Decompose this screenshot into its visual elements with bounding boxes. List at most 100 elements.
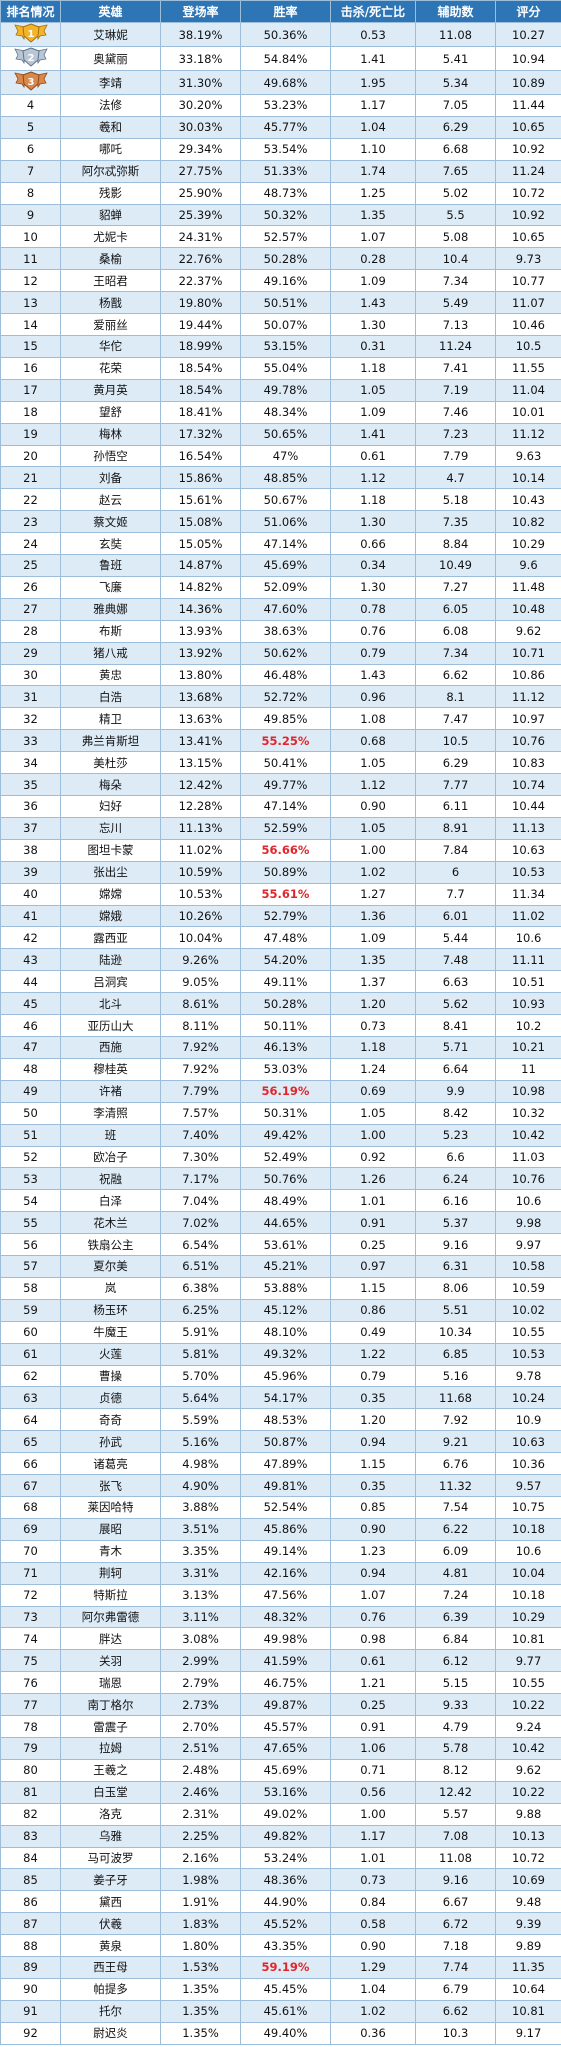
- assist-count: 5.34: [415, 70, 496, 95]
- assist-count: 6.29: [415, 115, 496, 139]
- win-rate: 49.85%: [240, 707, 331, 731]
- rank-cell: 8: [0, 181, 61, 205]
- kd-ratio: 0.35: [330, 1474, 416, 1497]
- assist-count: 6.62: [415, 663, 496, 687]
- win-rate: 45.45%: [240, 1977, 331, 2001]
- score: 10.22: [495, 1693, 561, 1717]
- score: 10.42: [495, 1736, 561, 1760]
- kd-ratio: 0.86: [330, 1298, 416, 1322]
- assist-count: 7.92: [415, 1408, 496, 1432]
- appear-rate: 9.05%: [160, 970, 241, 994]
- appear-rate: 2.48%: [160, 1758, 241, 1782]
- rank-cell: 62: [0, 1364, 61, 1388]
- win-rate: 41.59%: [240, 1649, 331, 1673]
- assist-count: 7.05: [415, 94, 496, 117]
- score: 10.83: [495, 751, 561, 775]
- appear-rate: 29.34%: [160, 137, 241, 161]
- score: 9.97: [495, 1233, 561, 1257]
- win-rate: 49.77%: [240, 773, 331, 796]
- appear-rate: 18.99%: [160, 334, 241, 358]
- win-rate: 49.02%: [240, 1802, 331, 1826]
- assist-count: 11.24: [415, 334, 496, 358]
- appear-rate: 11.02%: [160, 838, 241, 862]
- assist-count: 7.18: [415, 1934, 496, 1958]
- assist-count: 10.49: [415, 554, 496, 577]
- table-row: 74 胖达 3.08% 49.98% 0.98 6.84 10.81: [0, 1627, 561, 1651]
- hero-name: 拉姆: [60, 1736, 161, 1760]
- table-row: 5 羲和 30.03% 45.77% 1.04 6.29 10.65: [0, 115, 561, 139]
- kd-ratio: 1.06: [330, 1736, 416, 1760]
- win-rate: 50.32%: [240, 203, 331, 227]
- table-row: 42 露西亚 10.04% 47.48% 1.09 5.44 10.6: [0, 926, 561, 950]
- win-rate: 52.57%: [240, 225, 331, 249]
- rank-cell: 78: [0, 1715, 61, 1738]
- appear-rate: 2.46%: [160, 1780, 241, 1804]
- rank-cell: 73: [0, 1605, 61, 1629]
- assist-count: 7.24: [415, 1583, 496, 1607]
- hero-name: 伏羲: [60, 1912, 161, 1936]
- score: 10.92: [495, 203, 561, 227]
- table-row: 8 残影 25.90% 48.73% 1.25 5.02 10.72: [0, 181, 561, 205]
- score: 11.02: [495, 904, 561, 928]
- hero-name: 残影: [60, 181, 161, 205]
- kd-ratio: 1.18: [330, 356, 416, 380]
- score: 10.44: [495, 795, 561, 818]
- hero-name: 托尔: [60, 1999, 161, 2023]
- rank-cell: 27: [0, 597, 61, 621]
- assist-count: 7.7: [415, 882, 496, 906]
- appear-rate: 3.11%: [160, 1605, 241, 1629]
- assist-count: 8.84: [415, 532, 496, 556]
- kd-ratio: 1.18: [330, 488, 416, 512]
- score: 10.55: [495, 1320, 561, 1344]
- win-rate: 48.85%: [240, 466, 331, 490]
- hero-name: 雅典娜: [60, 597, 161, 621]
- assist-count: 6.05: [415, 597, 496, 621]
- table-row: 49 许褚 7.79% 56.19% 0.69 9.9 10.98: [0, 1079, 561, 1103]
- win-rate: 48.36%: [240, 1868, 331, 1892]
- score: 10.14: [495, 466, 561, 490]
- assist-count: 6.68: [415, 137, 496, 161]
- win-rate: 51.33%: [240, 159, 331, 183]
- assist-count: 9.33: [415, 1693, 496, 1717]
- kd-ratio: 1.07: [330, 225, 416, 249]
- table-row: 33 弗兰肯斯坦 13.41% 55.25% 0.68 10.5 10.76: [0, 729, 561, 753]
- kd-ratio: 1.24: [330, 1057, 416, 1081]
- assist-count: 11.08: [415, 1846, 496, 1870]
- rank-cell: 48: [0, 1057, 61, 1081]
- assist-count: 7.65: [415, 159, 496, 183]
- appear-rate: 15.08%: [160, 510, 241, 534]
- kd-ratio: 1.30: [330, 575, 416, 599]
- score: 10.63: [495, 1430, 561, 1454]
- table-row: 57 夏尔美 6.51% 45.21% 0.97 6.31 10.58: [0, 1255, 561, 1278]
- assist-count: 7.48: [415, 948, 496, 972]
- table-row: 61 火莲 5.81% 49.32% 1.22 6.85 10.53: [0, 1342, 561, 1366]
- score: 10.27: [495, 22, 561, 47]
- hero-name: 奥黛丽: [60, 46, 161, 71]
- assist-count: 8.12: [415, 1758, 496, 1782]
- header-rank: 排名情况: [0, 0, 61, 23]
- table-row: 30 黄忠 13.80% 46.48% 1.43 6.62 10.86: [0, 663, 561, 687]
- win-rate: 45.77%: [240, 115, 331, 139]
- table-row: 67 张飞 4.90% 49.81% 0.35 11.32 9.57: [0, 1474, 561, 1497]
- medal-rank-number: 1: [27, 29, 34, 40]
- score: 10.89: [495, 70, 561, 95]
- hero-name: 弗兰肯斯坦: [60, 729, 161, 753]
- rank-cell: 20: [0, 444, 61, 468]
- hero-name: 姜子牙: [60, 1868, 161, 1892]
- assist-count: 6.22: [415, 1517, 496, 1541]
- hero-name: 鲁班: [60, 554, 161, 577]
- kd-ratio: 0.79: [330, 1364, 416, 1388]
- kd-ratio: 0.28: [330, 247, 416, 271]
- rank-cell: 21: [0, 466, 61, 490]
- rank-cell: 42: [0, 926, 61, 950]
- rank-cell: 66: [0, 1452, 61, 1476]
- score: 10.46: [495, 313, 561, 336]
- kd-ratio: 0.76: [330, 1605, 416, 1629]
- score: 10.43: [495, 488, 561, 512]
- win-rate: 54.20%: [240, 948, 331, 972]
- win-rate: 53.88%: [240, 1276, 331, 1300]
- kd-ratio: 1.18: [330, 1035, 416, 1059]
- score: 11.11: [495, 948, 561, 972]
- table-row: 76 瑞恩 2.79% 46.75% 1.21 5.15 10.55: [0, 1671, 561, 1695]
- rank-cell: 63: [0, 1386, 61, 1410]
